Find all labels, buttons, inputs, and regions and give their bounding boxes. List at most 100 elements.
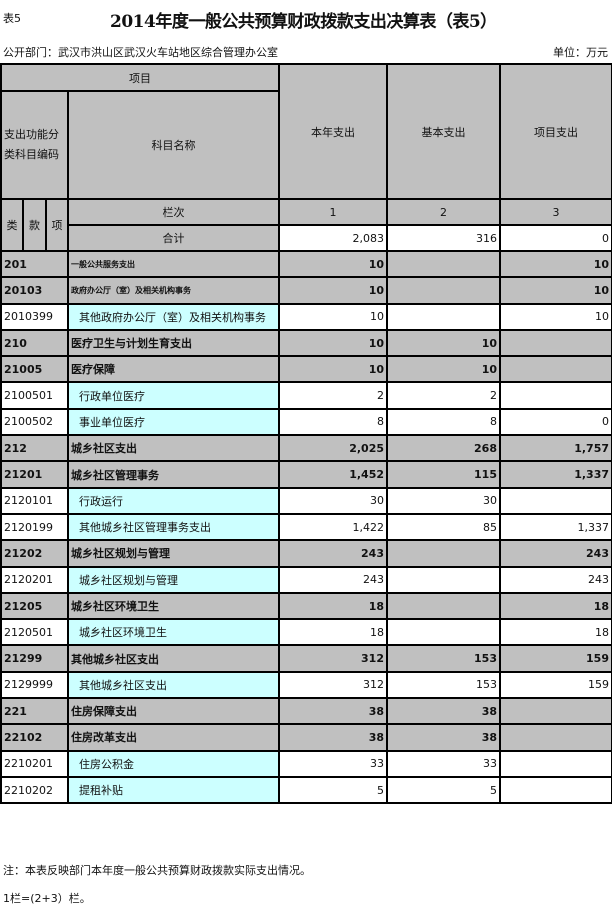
table-row: 2100501 行政单位医疗 2 2 bbox=[0, 381, 612, 410]
row-value-col1: 10 bbox=[278, 355, 388, 384]
row-value-col3 bbox=[499, 486, 612, 515]
table-row: 212 城乡社区支出 2,025 268 1,757 bbox=[0, 434, 612, 463]
row-value-col2: 38 bbox=[386, 723, 501, 752]
row-value-col2: 85 bbox=[386, 512, 501, 542]
row-value-col1: 10 bbox=[278, 276, 388, 305]
note-1: 注：本表反映部门本年度一般公共预算财政拨款实际支出情况。 bbox=[3, 864, 311, 877]
row-value-col3: 1,757 bbox=[499, 434, 612, 463]
table-row: 21299 其他城乡社区支出 312 153 159 bbox=[0, 644, 612, 673]
header-lei: 类 bbox=[0, 198, 24, 252]
row-name: 医疗保障 bbox=[67, 355, 280, 384]
row-value-col2: 33 bbox=[386, 749, 501, 778]
row-value-col1: 312 bbox=[278, 670, 388, 700]
row-name: 城乡社区规划与管理 bbox=[67, 539, 280, 568]
department-label: 公开部门：武汉市洪山区武汉火车站地区综合管理办公室 bbox=[3, 46, 278, 59]
row-value-col2: 10 bbox=[386, 328, 501, 358]
row-value-col1: 312 bbox=[278, 644, 388, 673]
row-value-col3: 10 bbox=[499, 276, 612, 305]
table-row: 2120199 其他城乡社区管理事务支出 1,422 85 1,337 bbox=[0, 512, 612, 542]
table-row: 20103 政府办公厅（室）及相关机构事务 10 10 bbox=[0, 276, 612, 305]
row-name: 政府办公厅（室）及相关机构事务 bbox=[67, 276, 280, 305]
table-row: 21201 城乡社区管理事务 1,452 115 1,337 bbox=[0, 460, 612, 489]
table-row: 21205 城乡社区环境卫生 18 18 bbox=[0, 591, 612, 621]
row-value-col2: 38 bbox=[386, 697, 501, 726]
row-value-col2: 8 bbox=[386, 407, 501, 437]
row-code: 2010399 bbox=[0, 302, 69, 331]
row-name: 行政运行 bbox=[67, 486, 280, 515]
row-value-col1: 33 bbox=[278, 749, 388, 778]
row-value-col1: 10 bbox=[278, 302, 388, 331]
note-2: 1栏=(2+3）栏。 bbox=[3, 892, 91, 905]
row-value-col3: 1,337 bbox=[499, 512, 612, 542]
row-value-col2: 2 bbox=[386, 381, 501, 410]
row-value-col1: 1,422 bbox=[278, 512, 388, 542]
row-code: 21202 bbox=[0, 539, 69, 568]
row-name: 城乡社区环境卫生 bbox=[67, 591, 280, 621]
row-name: 其他城乡社区支出 bbox=[67, 644, 280, 673]
row-name: 事业单位医疗 bbox=[67, 407, 280, 437]
row-code: 212 bbox=[0, 434, 69, 463]
row-value-col3 bbox=[499, 775, 612, 805]
row-value-col3: 243 bbox=[499, 539, 612, 568]
row-value-col1: 38 bbox=[278, 697, 388, 726]
table-row: 221 住房保障支出 38 38 bbox=[0, 697, 612, 726]
row-name: 城乡社区支出 bbox=[67, 434, 280, 463]
table-row: 2100502 事业单位医疗 8 8 0 bbox=[0, 407, 612, 437]
row-value-col2 bbox=[386, 249, 501, 279]
row-code: 21205 bbox=[0, 591, 69, 621]
table-row: 2120101 行政运行 30 30 bbox=[0, 486, 612, 515]
table-row: 210 医疗卫生与计划生育支出 10 10 bbox=[0, 328, 612, 358]
row-name: 住房公积金 bbox=[67, 749, 280, 778]
row-value-col3 bbox=[499, 381, 612, 410]
row-value-col3 bbox=[499, 697, 612, 726]
row-code: 2120199 bbox=[0, 512, 69, 542]
row-index-label: 栏次 bbox=[67, 198, 280, 226]
total-col3: 0 bbox=[499, 224, 612, 252]
row-code: 2100501 bbox=[0, 381, 69, 410]
row-value-col2: 10 bbox=[386, 355, 501, 384]
table-row: 2129999 其他城乡社区支出 312 153 159 bbox=[0, 670, 612, 700]
row-value-col2 bbox=[386, 276, 501, 305]
row-value-col2: 153 bbox=[386, 670, 501, 700]
table-number: 表5 bbox=[3, 12, 21, 25]
expenditure-table: 项目 本年支出 基本支出 项目支出 支出功能分类科目编码 科目名称 类 款 项 … bbox=[0, 63, 612, 805]
row-name: 一般公共服务支出 bbox=[67, 249, 280, 279]
total-col1: 2,083 bbox=[278, 224, 388, 252]
index-2: 2 bbox=[386, 198, 501, 226]
row-value-col1: 2 bbox=[278, 381, 388, 410]
table-row: 2120201 城乡社区规划与管理 243 243 bbox=[0, 565, 612, 594]
row-code: 2210201 bbox=[0, 749, 69, 778]
row-value-col3: 10 bbox=[499, 302, 612, 331]
row-name: 城乡社区规划与管理 bbox=[67, 565, 280, 594]
row-value-col2: 268 bbox=[386, 434, 501, 463]
row-name: 其他政府办公厅（室）及相关机构事务 bbox=[67, 302, 280, 331]
row-value-col3 bbox=[499, 328, 612, 358]
row-value-col2: 30 bbox=[386, 486, 501, 515]
row-value-col3: 10 bbox=[499, 249, 612, 279]
row-value-col1: 18 bbox=[278, 618, 388, 647]
row-value-col2 bbox=[386, 302, 501, 331]
row-value-col3: 243 bbox=[499, 565, 612, 594]
row-value-col3: 0 bbox=[499, 407, 612, 437]
row-value-col2 bbox=[386, 565, 501, 594]
row-value-col3: 18 bbox=[499, 591, 612, 621]
header-kuan: 款 bbox=[22, 198, 47, 252]
row-code: 20103 bbox=[0, 276, 69, 305]
total-label: 合计 bbox=[67, 224, 280, 252]
page-title: 2014年度一般公共预算财政拨款支出决算表（表5） bbox=[110, 12, 497, 32]
row-value-col3 bbox=[499, 723, 612, 752]
row-name: 住房保障支出 bbox=[67, 697, 280, 726]
row-code: 2120101 bbox=[0, 486, 69, 515]
row-value-col1: 243 bbox=[278, 565, 388, 594]
index-3: 3 bbox=[499, 198, 612, 226]
table-row: 201 一般公共服务支出 10 10 bbox=[0, 249, 612, 279]
total-col2: 316 bbox=[386, 224, 501, 252]
row-value-col2: 5 bbox=[386, 775, 501, 805]
row-value-col1: 1,452 bbox=[278, 460, 388, 489]
table-row: 2010399 其他政府办公厅（室）及相关机构事务 10 10 bbox=[0, 302, 612, 331]
row-value-col1: 38 bbox=[278, 723, 388, 752]
row-name: 医疗卫生与计划生育支出 bbox=[67, 328, 280, 358]
table-row: 2120501 城乡社区环境卫生 18 18 bbox=[0, 618, 612, 647]
row-value-col2 bbox=[386, 591, 501, 621]
table-row: 21005 医疗保障 10 10 bbox=[0, 355, 612, 384]
